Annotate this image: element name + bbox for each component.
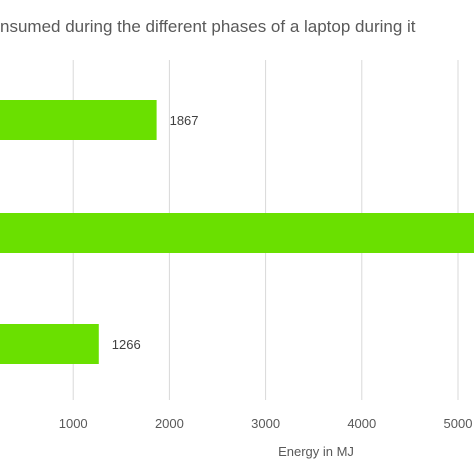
bars	[0, 100, 474, 364]
bar	[0, 213, 474, 253]
chart-title: nsumed during the different phases of a …	[0, 17, 416, 36]
x-tick-label: 1000	[59, 416, 88, 431]
x-tick-label: 3000	[251, 416, 280, 431]
bar	[0, 100, 157, 140]
x-axis-ticks: 1000 2000 3000 4000 5000	[59, 416, 473, 431]
x-tick-label: 4000	[347, 416, 376, 431]
x-tick-label: 2000	[155, 416, 184, 431]
x-tick-label: 5000	[444, 416, 473, 431]
data-labels: 1867 1266	[112, 113, 199, 352]
bar-value-label: 1867	[170, 113, 199, 128]
bar-value-label: 1266	[112, 337, 141, 352]
bar	[0, 324, 99, 364]
x-axis-label: Energy in MJ	[278, 444, 354, 459]
